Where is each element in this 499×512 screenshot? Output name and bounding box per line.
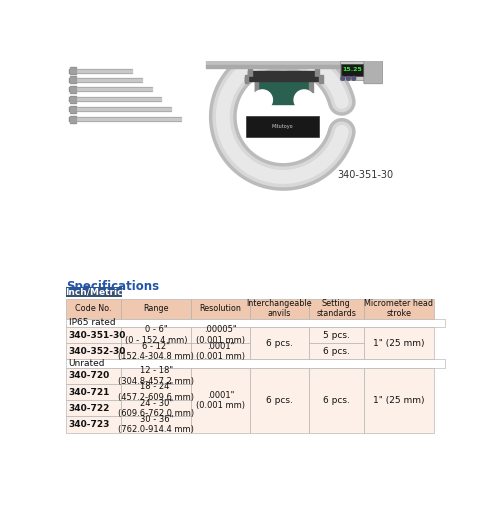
Text: 340-352-30: 340-352-30: [68, 347, 126, 356]
FancyBboxPatch shape: [250, 298, 309, 318]
Text: 6 pcs.: 6 pcs.: [323, 347, 350, 356]
Text: 6 pcs.: 6 pcs.: [266, 339, 293, 348]
Text: 340-351-30: 340-351-30: [68, 331, 126, 339]
FancyBboxPatch shape: [364, 327, 434, 359]
FancyBboxPatch shape: [121, 384, 191, 400]
Text: 340-720: 340-720: [68, 372, 110, 380]
Text: IP65 rated: IP65 rated: [68, 318, 115, 327]
FancyBboxPatch shape: [121, 343, 191, 359]
Text: Range: Range: [144, 304, 169, 313]
FancyBboxPatch shape: [66, 343, 121, 359]
Text: 0 - 6"
(0 - 152.4 mm): 0 - 6" (0 - 152.4 mm): [125, 326, 188, 345]
Text: 30 - 36"
(762.0-914.4 mm): 30 - 36" (762.0-914.4 mm): [118, 415, 194, 434]
Text: Unrated: Unrated: [68, 359, 105, 368]
Text: 6 pcs.: 6 pcs.: [323, 396, 350, 405]
FancyBboxPatch shape: [309, 327, 364, 343]
Text: 18 - 24"
(457.2-609.6 mm): 18 - 24" (457.2-609.6 mm): [118, 382, 194, 402]
FancyBboxPatch shape: [66, 298, 121, 318]
Circle shape: [252, 90, 272, 110]
FancyBboxPatch shape: [66, 368, 121, 384]
FancyBboxPatch shape: [66, 384, 121, 400]
FancyBboxPatch shape: [250, 368, 309, 433]
FancyBboxPatch shape: [121, 400, 191, 416]
FancyBboxPatch shape: [66, 400, 121, 416]
FancyBboxPatch shape: [66, 359, 445, 368]
FancyBboxPatch shape: [191, 343, 250, 359]
Circle shape: [294, 90, 314, 110]
FancyBboxPatch shape: [309, 368, 364, 433]
Text: 5 pcs.: 5 pcs.: [323, 331, 350, 339]
Text: 340-723: 340-723: [68, 420, 110, 429]
FancyBboxPatch shape: [191, 368, 250, 433]
Text: .00005"
(0.001 mm): .00005" (0.001 mm): [196, 326, 245, 345]
FancyBboxPatch shape: [66, 327, 121, 343]
Text: 6 - 12"
(152.4-304.8 mm): 6 - 12" (152.4-304.8 mm): [118, 342, 194, 361]
FancyBboxPatch shape: [309, 343, 364, 359]
Text: Resolution: Resolution: [200, 304, 242, 313]
Text: .0001"
(0.001 mm): .0001" (0.001 mm): [196, 391, 245, 410]
Text: Setting
standards: Setting standards: [316, 299, 356, 318]
FancyBboxPatch shape: [66, 287, 122, 297]
Text: 340-722: 340-722: [68, 404, 110, 413]
Text: Mitutoyo: Mitutoyo: [271, 123, 293, 129]
FancyBboxPatch shape: [341, 64, 363, 76]
FancyBboxPatch shape: [121, 416, 191, 433]
FancyBboxPatch shape: [250, 327, 309, 359]
FancyBboxPatch shape: [364, 298, 434, 318]
FancyBboxPatch shape: [247, 116, 318, 137]
Text: Code No.: Code No.: [75, 304, 112, 313]
FancyBboxPatch shape: [121, 327, 191, 343]
Text: 1" (25 mm): 1" (25 mm): [373, 339, 425, 348]
Text: 1" (25 mm): 1" (25 mm): [373, 396, 425, 405]
Text: 24 - 30"
(609.6-762.0 mm): 24 - 30" (609.6-762.0 mm): [118, 399, 194, 418]
Text: Micrometer head
stroke: Micrometer head stroke: [364, 299, 433, 318]
FancyBboxPatch shape: [66, 416, 121, 433]
Text: Inch/Metric: Inch/Metric: [65, 288, 123, 296]
Text: 15.25: 15.25: [342, 68, 362, 72]
Text: Specifications: Specifications: [66, 280, 159, 293]
FancyBboxPatch shape: [121, 368, 191, 384]
Text: 340-351-30: 340-351-30: [337, 169, 394, 180]
FancyBboxPatch shape: [191, 298, 250, 318]
FancyBboxPatch shape: [191, 327, 250, 343]
FancyBboxPatch shape: [309, 298, 364, 318]
Circle shape: [273, 118, 293, 138]
Circle shape: [341, 76, 345, 80]
FancyBboxPatch shape: [66, 318, 445, 327]
FancyBboxPatch shape: [364, 368, 434, 433]
FancyBboxPatch shape: [121, 298, 191, 318]
Circle shape: [346, 76, 350, 80]
Text: 340-721: 340-721: [68, 388, 110, 397]
Text: 12 - 18"
(304.8-457.2 mm): 12 - 18" (304.8-457.2 mm): [118, 366, 194, 386]
Text: .0001"
(0.001 mm): .0001" (0.001 mm): [196, 342, 245, 361]
FancyBboxPatch shape: [340, 61, 377, 80]
Text: Interchangeable
anvils: Interchangeable anvils: [247, 299, 312, 318]
Text: 6 pcs.: 6 pcs.: [266, 396, 293, 405]
Circle shape: [352, 76, 356, 80]
FancyBboxPatch shape: [364, 57, 382, 84]
